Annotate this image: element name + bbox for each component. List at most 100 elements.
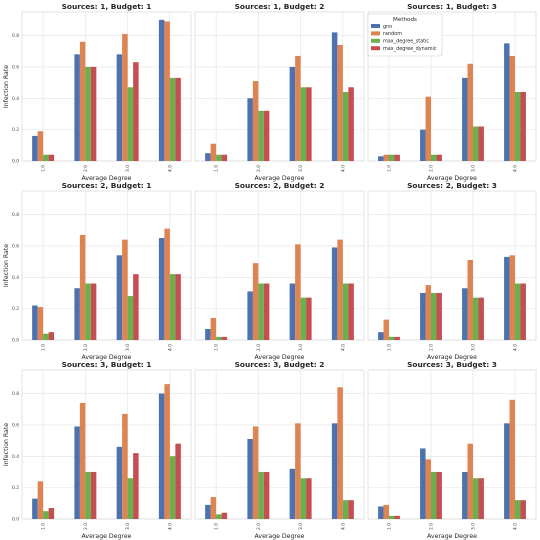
subplot-8: 1.0 2.0 3.0 4.0 Sources: 3, Budget: 2 Average… [194, 360, 365, 540]
x-tick-label: 3.0 [125, 165, 131, 172]
legend-swatch-max-degree-dynamic [371, 46, 380, 51]
subplot-4: 1.0 2.0 3.0 4.0 0.0 0.2 0.4 0.6 0.8 Sources: 2, B… [3, 181, 192, 361]
x-axis-label: Average Degree [427, 354, 477, 361]
bar-gnn [158, 393, 165, 519]
bar-random [295, 244, 301, 340]
legend-label-max-degree-dynamic: max_degree_dynamic [383, 46, 437, 52]
x-tick-label: 2.0 [83, 344, 89, 351]
axes-frame [21, 11, 192, 162]
subplot-5: 1.0 2.0 3.0 4.0 Sources: 2, Budget: 2 Average… [194, 181, 365, 361]
bar-max-degree-dynamic [263, 471, 270, 519]
bar-gnn [331, 247, 338, 340]
bar-gnn [378, 156, 384, 161]
y-tick-label: 0.4 [12, 454, 19, 460]
bar-gnn [504, 423, 510, 519]
x-axis-label: Average Degree [255, 533, 305, 540]
bar-max-degree-static [258, 110, 264, 161]
bar-random [252, 263, 259, 340]
legend-label-random: random [383, 31, 402, 37]
legend-box [367, 13, 443, 57]
x-tick-label: 4.0 [340, 523, 346, 530]
bar-gnn [205, 153, 211, 161]
bar-max-degree-static [127, 296, 134, 340]
x-tick-label: 2.0 [256, 344, 262, 351]
x-tick-label: 3.0 [125, 523, 131, 530]
legend-swatch-max-degree-static [371, 38, 380, 43]
x-tick-label: 1.0 [41, 344, 47, 351]
y-tick-label: 0.4 [12, 275, 19, 281]
x-tick-label: 2.0 [429, 344, 435, 351]
subplot-3: 1.0 2.0 3.0 4.0 Sources: 1, Budget: 3 Average… [367, 2, 537, 182]
bar-max-degree-dynamic [221, 336, 228, 340]
bar-random [37, 131, 44, 161]
x-axis-label: Average Degree [82, 354, 132, 361]
subplot-7: 1.0 2.0 3.0 4.0 0.0 0.2 0.4 0.6 0.8 Sources: 3, B… [3, 360, 192, 540]
y-axis-label: Infection Rate [3, 244, 10, 287]
bar-max-degree-dynamic [478, 297, 484, 340]
bar-max-degree-static [389, 336, 395, 340]
x-tick-label: 3.0 [471, 344, 477, 351]
bar-max-degree-dynamic [306, 87, 312, 161]
x-axis-label: Average Degree [255, 354, 305, 361]
x-tick-label: 3.0 [471, 523, 477, 530]
bar-max-degree-static [300, 87, 307, 161]
bar-max-degree-static [216, 514, 222, 519]
x-tick-label: 4.0 [167, 523, 173, 530]
bar-max-degree-dynamic [436, 292, 442, 340]
y-tick-label: 0.2 [12, 127, 19, 133]
bar-max-degree-dynamic [48, 154, 55, 161]
bar-max-degree-dynamic [90, 471, 97, 519]
bar-gnn [247, 439, 253, 519]
legend-swatch-random [371, 31, 380, 36]
bar-max-degree-static [300, 478, 307, 519]
bar-max-degree-static [216, 336, 222, 340]
x-tick-label: 3.0 [471, 165, 477, 172]
bar-random [210, 318, 217, 340]
bar-random [122, 239, 128, 340]
bar-max-degree-static [43, 333, 49, 340]
bar-gnn [289, 66, 296, 161]
subplot-title: Sources: 2, Budget: 2 [235, 181, 325, 190]
bar-gnn [462, 288, 468, 340]
x-axis-label: Average Degree [82, 175, 132, 182]
bar-random [337, 387, 343, 519]
subplot-title: Sources: 3, Budget: 1 [62, 360, 152, 369]
bar-gnn [32, 498, 38, 519]
x-tick-label: 2.0 [429, 165, 435, 172]
bar-max-degree-dynamic [90, 66, 97, 161]
y-tick-label: 0.0 [12, 338, 19, 344]
bar-max-degree-static [43, 154, 49, 161]
bar-max-degree-dynamic [520, 91, 526, 161]
y-tick-label: 0.8 [12, 212, 19, 218]
bar-max-degree-dynamic [133, 62, 139, 162]
bar-max-degree-dynamic [175, 443, 181, 519]
bar-max-degree-dynamic [478, 478, 484, 519]
bar-max-degree-static [389, 154, 395, 161]
bar-max-degree-dynamic [348, 283, 354, 340]
bar-random [79, 41, 86, 161]
subplot-1: 1.0 2.0 3.0 4.0 0.0 0.2 0.4 0.6 0.8 Sources: 1, B… [3, 2, 192, 182]
bar-random [467, 443, 473, 519]
bar-max-degree-static [473, 297, 479, 340]
bar-gnn [504, 256, 510, 340]
bar-max-degree-static [300, 297, 307, 340]
bar-random [425, 285, 431, 340]
bar-max-degree-dynamic [436, 471, 442, 519]
bar-gnn [158, 19, 165, 162]
bar-max-degree-dynamic [348, 500, 354, 519]
x-tick-label: 2.0 [256, 165, 262, 172]
x-axis-label: Average Degree [255, 175, 305, 182]
bar-gnn [289, 283, 296, 340]
bar-max-degree-dynamic [175, 274, 181, 340]
x-tick-label: 3.0 [298, 165, 304, 172]
bar-max-degree-dynamic [221, 154, 228, 161]
bar-gnn [247, 291, 253, 340]
bar-max-degree-static [431, 154, 437, 161]
x-tick-label: 4.0 [513, 344, 519, 351]
legend-label-max-degree-static: max_degree_static [383, 39, 429, 45]
bar-max-degree-static [342, 500, 349, 519]
bar-max-degree-static [43, 511, 49, 519]
bar-gnn [205, 329, 211, 340]
bar-max-degree-dynamic [306, 297, 312, 340]
